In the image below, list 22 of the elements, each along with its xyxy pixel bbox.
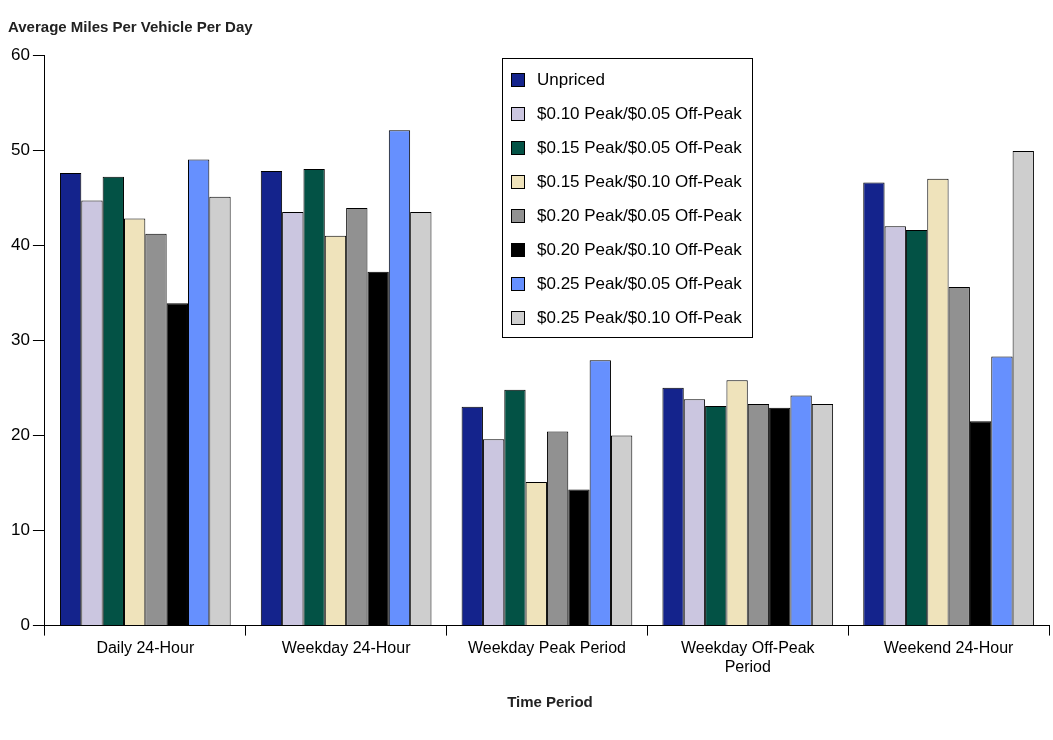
y-tick-label: 20	[10, 425, 30, 445]
legend-label: Unpriced	[537, 70, 606, 90]
legend-label: $0.25 Peak/$0.05 Off-Peak	[537, 274, 742, 294]
y-tick-label: 30	[10, 329, 30, 349]
y-tick-label: 10	[10, 520, 30, 540]
legend-label: $0.15 Peak/$0.10 Off-Peak	[537, 172, 742, 192]
legend-label: $0.10 Peak/$0.05 Off-Peak	[537, 104, 742, 124]
legend-label: $0.15 Peak/$0.05 Off-Peak	[537, 138, 742, 158]
legend-label: $0.20 Peak/$0.05 Off-Peak	[537, 206, 742, 226]
x-tick-label: Weekend 24-Hour	[883, 638, 1015, 656]
x-tick-label: Weekday Off-Peak Period	[680, 638, 816, 675]
y-axis-title: Average Miles Per Vehicle Per Day	[8, 18, 253, 35]
x-tick-label: Daily 24-Hour	[96, 638, 195, 656]
y-tick-label: 50	[10, 139, 30, 159]
y-tick-label: 40	[10, 234, 30, 254]
legend-label: $0.25 Peak/$0.10 Off-Peak	[537, 308, 742, 328]
legend-label: $0.20 Peak/$0.10 Off-Peak	[537, 240, 742, 260]
x-tick-label: Weekday Peak Period	[467, 638, 626, 656]
x-tick-label: Weekday 24-Hour	[281, 638, 412, 656]
y-tick-label: 60	[10, 44, 30, 64]
y-tick-label: 0	[20, 615, 30, 635]
x-axis-title: Time Period	[506, 693, 594, 710]
